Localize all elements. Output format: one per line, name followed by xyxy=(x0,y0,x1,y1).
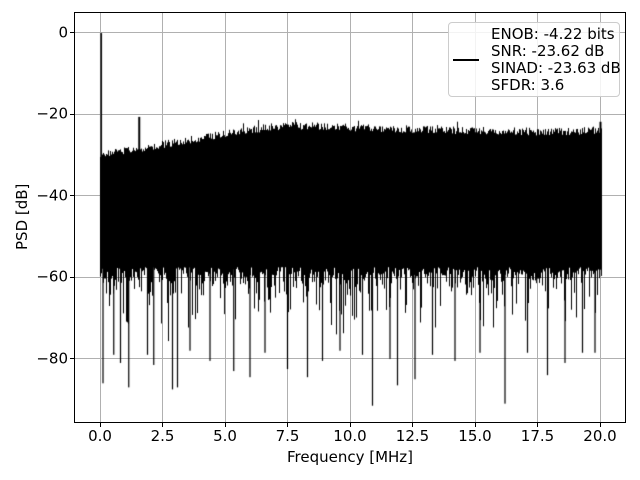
legend-stat-line: SFDR: 3.6 xyxy=(491,75,565,94)
y-tick-mark xyxy=(70,276,74,278)
x-tick-mark xyxy=(99,423,101,427)
x-tick-mark xyxy=(412,423,413,427)
y-tick-mark xyxy=(70,32,74,34)
x-tick-mark xyxy=(537,423,538,427)
x-tick-label: 5.0 xyxy=(213,427,237,445)
legend-stat-line: SNR: -23.62 dB xyxy=(491,41,605,60)
y-tick-label: −80 xyxy=(36,349,68,368)
x-tick-label: 15.0 xyxy=(458,427,492,445)
x-tick-mark xyxy=(599,423,601,427)
legend-line-sample xyxy=(453,58,479,61)
legend-stats: ENOB: -4.22 bits SNR: -23.62 dB SINAD: -23… xyxy=(491,24,621,94)
x-tick-label: 10.0 xyxy=(333,427,367,445)
x-tick-label: 2.5 xyxy=(150,427,175,445)
x-tick-mark xyxy=(224,423,226,427)
y-tick-label: −60 xyxy=(36,267,68,286)
y-tick-mark xyxy=(70,113,74,115)
y-tick-label: −40 xyxy=(36,186,68,205)
legend-stat-line: SINAD: -23.63 dB xyxy=(491,58,621,77)
x-tick-mark xyxy=(162,423,163,427)
y-tick-mark xyxy=(70,358,74,360)
x-tick-label: 20.0 xyxy=(583,427,617,445)
x-tick-label: 17.5 xyxy=(520,427,555,445)
legend-stat-line: ENOB: -4.22 bits xyxy=(491,24,615,43)
x-axis-label: Frequency [MHz] xyxy=(286,448,414,466)
y-tick-label: 0 xyxy=(58,23,68,42)
x-tick-mark xyxy=(287,423,288,427)
x-tick-mark xyxy=(349,423,351,427)
y-tick-label: −20 xyxy=(36,104,68,123)
y-tick-mark xyxy=(70,195,74,197)
x-tick-mark xyxy=(474,423,476,427)
legend: ENOB: -4.22 bits SNR: -23.62 dB SINAD: -23… xyxy=(448,22,621,97)
x-tick-label: 0.0 xyxy=(88,427,112,445)
x-tick-label: 7.5 xyxy=(275,427,300,445)
x-tick-label: 12.5 xyxy=(395,427,430,445)
